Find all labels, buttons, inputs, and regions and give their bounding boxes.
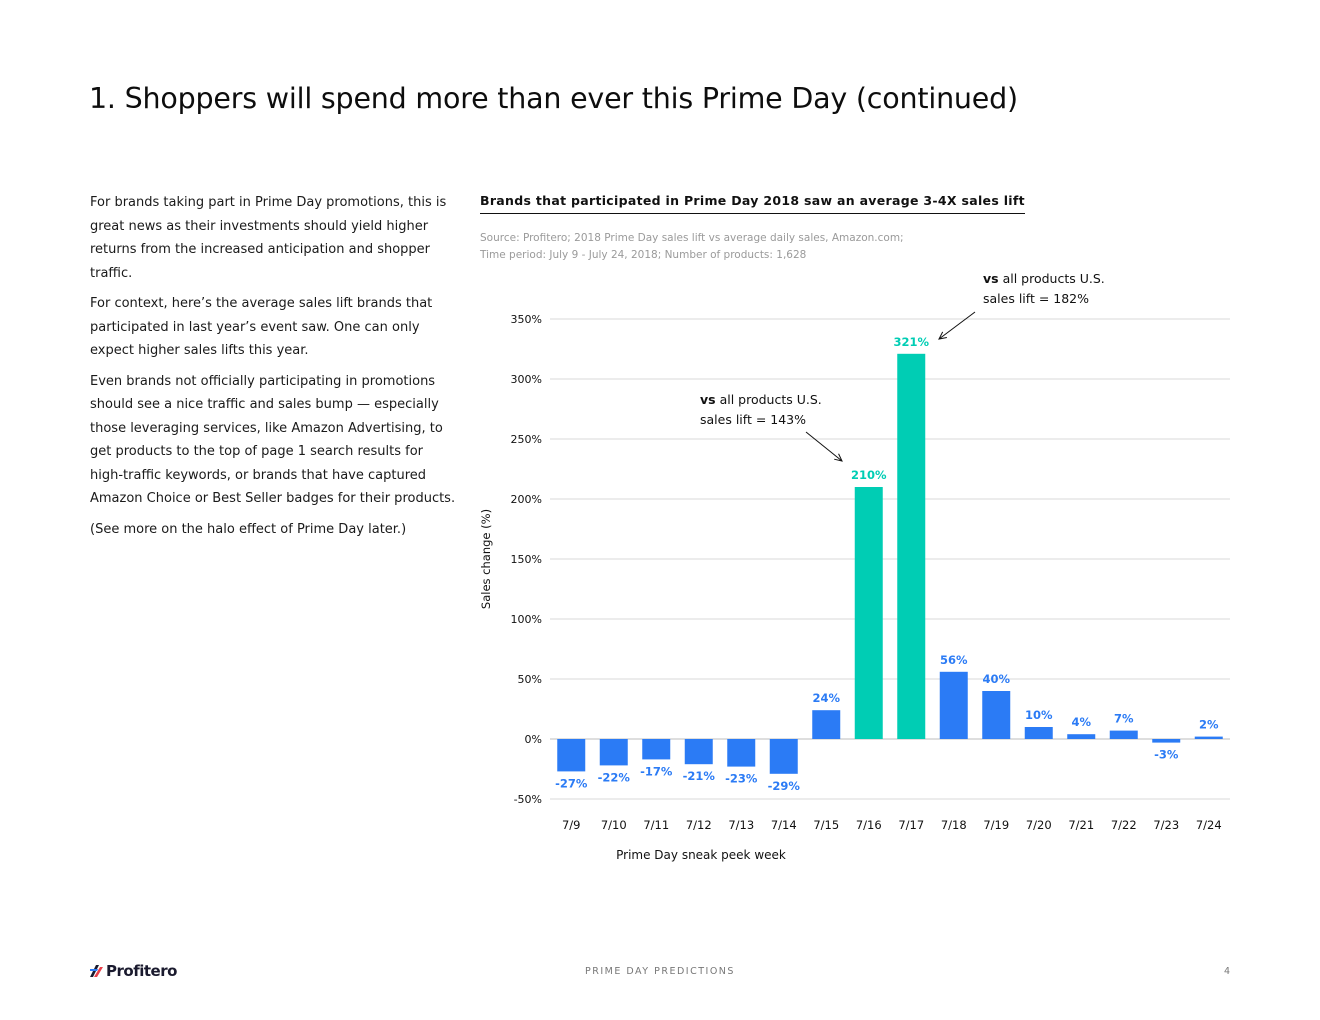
data-label: -22% [598, 770, 631, 784]
bar-7-13 [727, 739, 756, 767]
data-label: 10% [1025, 708, 1053, 722]
annotation-182: vs all products U.S. sales lift = 182% [983, 269, 1113, 309]
body-text: For brands taking part in Prime Day prom… [90, 191, 460, 548]
bar-7-14 [769, 739, 798, 774]
time-period-line: Time period: July 9 - July 24, 2018; Num… [480, 249, 807, 261]
x-tick-label: 7/21 [1068, 818, 1094, 832]
data-label: 7% [1114, 712, 1134, 726]
profitero-logo: Profitero [90, 962, 177, 980]
source-line: Source: Profitero; 2018 Prime Day sales … [480, 232, 904, 244]
x-tick-label: 7/22 [1111, 818, 1137, 832]
bar-7-16 [854, 487, 883, 739]
bar-7-18 [939, 671, 968, 739]
data-label: 24% [812, 691, 840, 705]
bar-7-9 [557, 739, 586, 772]
paragraph-1: For brands taking part in Prime Day prom… [90, 195, 447, 281]
y-tick-label: 200% [511, 493, 542, 506]
x-tick-label: 7/14 [771, 818, 797, 832]
bar-7-19 [982, 691, 1011, 739]
paragraph-3: Even brands not officially participating… [90, 373, 456, 507]
data-label: 4% [1071, 715, 1091, 729]
data-label: -3% [1154, 748, 1179, 762]
data-label: 321% [893, 335, 929, 349]
x-tick-label: 7/16 [856, 818, 882, 832]
bar-7-17 [897, 353, 926, 739]
annotation-lead: vs [983, 271, 999, 286]
x-tick-label: 7/24 [1196, 818, 1222, 832]
y-tick-label: 50% [518, 673, 542, 686]
y-tick-label: 0% [525, 733, 542, 746]
y-tick-label: 250% [511, 433, 542, 446]
x-tick-label: 7/9 [562, 818, 581, 832]
annotation-143: vs all products U.S. sales lift = 143% [700, 390, 830, 430]
chart-title: Brands that participated in Prime Day 20… [480, 193, 1025, 214]
data-label: 2% [1199, 718, 1219, 732]
bar-7-22 [1109, 730, 1138, 739]
data-label: 210% [851, 468, 887, 482]
y-axis-label: Sales change (%) [479, 509, 493, 609]
x-tick-label: 7/12 [686, 818, 712, 832]
data-label: 56% [940, 653, 968, 667]
x-tick-label: 7/18 [941, 818, 967, 832]
bar-7-11 [642, 739, 671, 760]
bar-7-10 [599, 739, 628, 766]
x-tick-label: 7/20 [1026, 818, 1052, 832]
annotation-arrow-7-16-head [834, 453, 843, 462]
bar-7-21 [1067, 734, 1096, 739]
page-number: 4 [1223, 966, 1230, 977]
paragraph-2: For context, here’s the average sales li… [90, 296, 433, 358]
paragraph-4: (See more on the halo effect of Prime Da… [90, 521, 407, 537]
page-title: 1. Shoppers will spend more than ever th… [89, 82, 1018, 115]
annotation-text: all products U.S. sales lift = 143% [700, 392, 822, 427]
y-tick-label: 150% [511, 553, 542, 566]
bar-7-12 [684, 739, 713, 765]
logo-mark-icon [90, 965, 103, 977]
x-axis-label: Prime Day sneak peek week [616, 848, 786, 862]
x-tick-label: 7/13 [728, 818, 754, 832]
y-tick-label: 100% [511, 613, 542, 626]
bar-7-24 [1194, 736, 1223, 739]
data-label: -29% [768, 779, 801, 793]
annotation-text: all products U.S. sales lift = 182% [983, 271, 1105, 306]
data-label: -23% [725, 772, 758, 786]
bar-7-15 [812, 710, 841, 739]
y-tick-label: -50% [514, 793, 542, 806]
annotation-arrow-7-17-head [938, 331, 947, 340]
footer-title: PRIME DAY PREDICTIONS [585, 966, 735, 977]
annotation-arrow-7-16 [805, 431, 843, 462]
x-tick-label: 7/17 [898, 818, 924, 832]
bar-7-20 [1024, 727, 1053, 739]
annotation-arrow-7-17 [938, 311, 976, 340]
annotation-lead: vs [700, 392, 716, 407]
x-tick-label: 7/23 [1153, 818, 1179, 832]
data-label: -21% [683, 769, 716, 783]
data-label: -27% [555, 776, 588, 790]
x-tick-label: 7/15 [813, 818, 839, 832]
x-tick-label: 7/10 [601, 818, 627, 832]
chart-source: Source: Profitero; 2018 Prime Day sales … [480, 230, 904, 264]
x-tick-label: 7/11 [643, 818, 669, 832]
bar-7-23 [1152, 739, 1181, 743]
y-tick-label: 300% [511, 373, 542, 386]
x-tick-label: 7/19 [983, 818, 1009, 832]
logo-text: Profitero [106, 962, 177, 980]
data-label: -17% [640, 764, 673, 778]
data-label: 40% [982, 672, 1010, 686]
y-tick-label: 350% [511, 313, 542, 326]
